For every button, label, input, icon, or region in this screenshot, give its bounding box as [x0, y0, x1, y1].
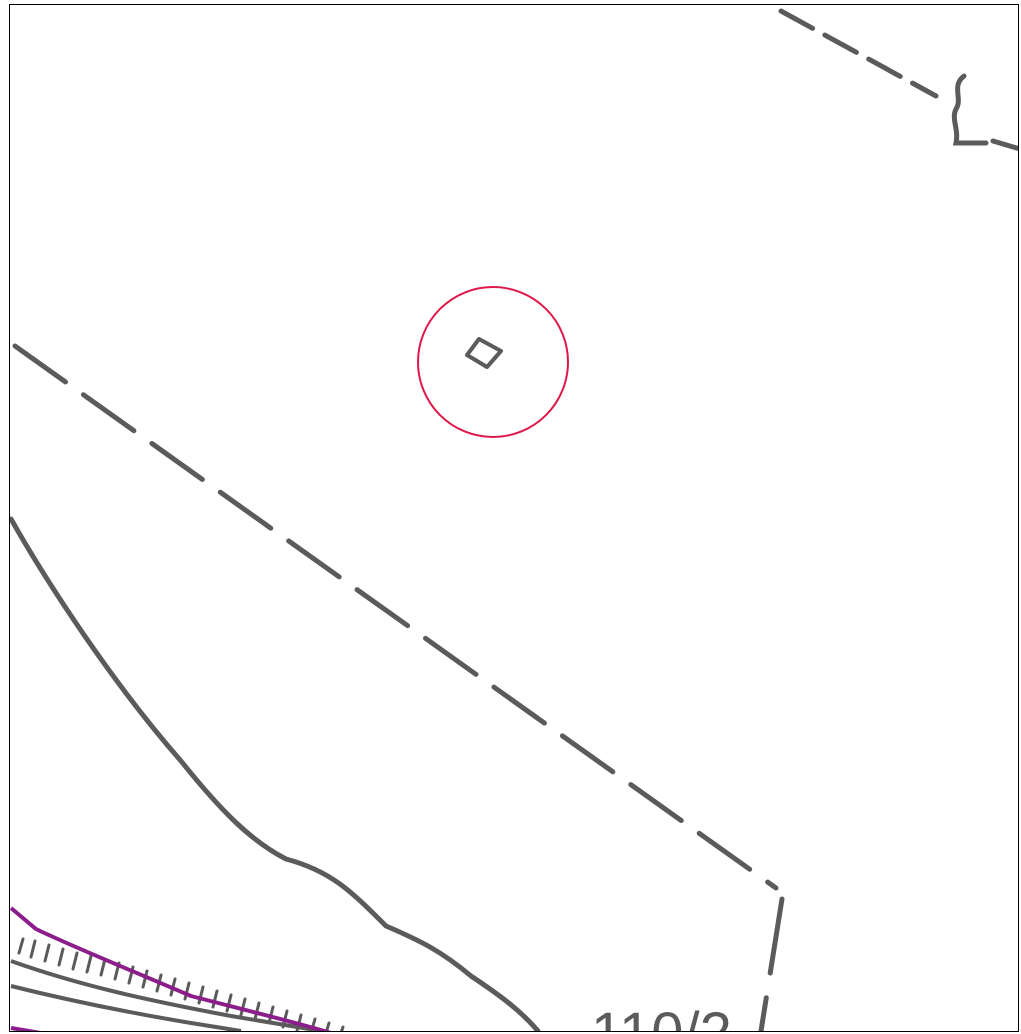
point-feature-marker[interactable]	[465, 337, 503, 369]
road-line-upper	[10, 959, 322, 1031]
dashed-boundary-vertical	[758, 896, 785, 1031]
dashed-boundary-top	[778, 8, 939, 99]
contour-line	[10, 516, 541, 1031]
highlight-circle	[417, 286, 569, 438]
map-viewport[interactable]: 110/2	[9, 4, 1019, 1032]
parcel-boundary-line	[10, 906, 332, 1031]
boundary-corner-top-right	[951, 73, 989, 146]
embankment-hatching	[17, 937, 345, 1031]
road-line-lower	[10, 984, 242, 1031]
dashed-boundary-top-right	[990, 138, 1018, 152]
parcel-boundary-line-lower	[10, 1026, 42, 1031]
map-canvas[interactable]: 110/2	[10, 5, 1019, 1032]
parcel-number-label: 110/2	[591, 1001, 732, 1032]
dashed-boundary-diagonal	[12, 343, 779, 891]
